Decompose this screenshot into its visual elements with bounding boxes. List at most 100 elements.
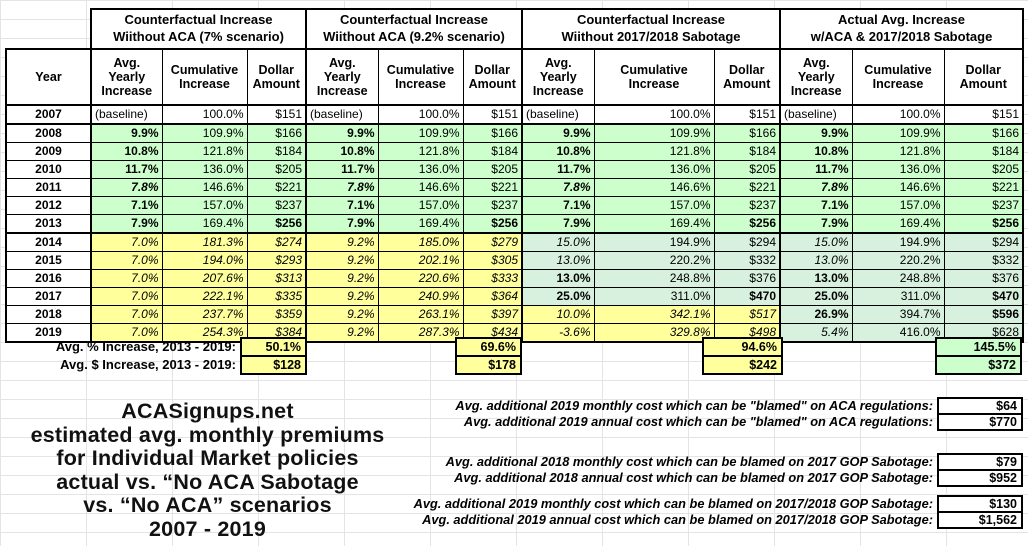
data-cell[interactable]: $184 — [943, 142, 1024, 161]
data-cell[interactable]: 136.0% — [377, 160, 464, 179]
data-cell[interactable]: $166 — [943, 123, 1024, 143]
data-cell[interactable]: $294 — [713, 232, 781, 252]
data-cell[interactable]: $166 — [713, 123, 781, 143]
summary-value-box[interactable]: 94.6% — [702, 337, 783, 357]
data-cell[interactable]: 146.6% — [593, 178, 715, 197]
data-cell[interactable]: 11.7% — [90, 160, 163, 179]
data-cell[interactable]: 7.9% — [779, 214, 853, 234]
data-cell[interactable]: 13.0% — [779, 269, 853, 288]
data-cell[interactable]: 121.8% — [593, 142, 715, 161]
data-cell[interactable]: $151 — [246, 104, 307, 125]
data-cell[interactable]: $184 — [713, 142, 781, 161]
data-cell[interactable]: (baseline) — [779, 104, 853, 125]
data-cell[interactable]: 220.6% — [377, 269, 464, 288]
data-cell[interactable]: 121.8% — [851, 142, 945, 161]
data-cell[interactable]: 100.0% — [593, 104, 715, 125]
data-cell[interactable]: $305 — [462, 251, 523, 270]
data-cell[interactable]: (baseline) — [305, 104, 379, 125]
data-cell[interactable]: 7.0% — [90, 269, 163, 288]
year-cell[interactable]: 2019 — [5, 323, 92, 343]
year-cell[interactable]: 2008 — [5, 123, 92, 143]
data-cell[interactable]: 394.7% — [851, 305, 945, 324]
data-cell[interactable]: $359 — [246, 305, 307, 324]
data-cell[interactable]: 121.8% — [377, 142, 464, 161]
data-cell[interactable]: $470 — [943, 287, 1024, 306]
data-cell[interactable]: 7.0% — [90, 232, 163, 252]
annotation-value-box[interactable]: $770 — [937, 412, 1023, 431]
data-cell[interactable]: $151 — [943, 104, 1024, 125]
data-cell[interactable]: (baseline) — [90, 104, 163, 125]
data-cell[interactable]: 7.0% — [90, 251, 163, 270]
data-cell[interactable]: 7.8% — [90, 178, 163, 197]
data-cell[interactable]: (baseline) — [521, 104, 595, 125]
data-cell[interactable]: $333 — [462, 269, 523, 288]
group-header-no-sabotage[interactable]: Counterfactual Increase Wiithout 2017/20… — [521, 8, 781, 50]
annotation-value-box[interactable]: $1,562 — [937, 510, 1023, 529]
data-cell[interactable]: 181.3% — [161, 232, 248, 252]
group-header-actual[interactable]: Actual Avg. Increase w/ACA & 2017/2018 S… — [779, 8, 1024, 50]
data-cell[interactable]: $151 — [713, 104, 781, 125]
data-cell[interactable]: 11.7% — [779, 160, 853, 179]
data-cell[interactable]: 9.9% — [779, 123, 853, 143]
data-cell[interactable]: $376 — [943, 269, 1024, 288]
data-cell[interactable]: 7.1% — [90, 196, 163, 215]
data-cell[interactable]: $279 — [462, 232, 523, 252]
data-cell[interactable]: $397 — [462, 305, 523, 324]
data-cell[interactable]: $256 — [943, 214, 1024, 234]
data-cell[interactable]: 13.0% — [521, 251, 595, 270]
data-cell[interactable]: 146.6% — [377, 178, 464, 197]
data-cell[interactable]: 9.9% — [90, 123, 163, 143]
data-cell[interactable]: $256 — [462, 214, 523, 234]
data-cell[interactable]: 329.8% — [593, 323, 715, 343]
summary-value-box[interactable]: $128 — [240, 355, 307, 375]
data-cell[interactable]: 287.3% — [377, 323, 464, 343]
data-cell[interactable]: 13.0% — [779, 251, 853, 270]
data-cell[interactable]: 7.9% — [90, 214, 163, 234]
data-cell[interactable]: 11.7% — [521, 160, 595, 179]
data-cell[interactable]: $294 — [943, 232, 1024, 252]
data-cell[interactable]: 9.2% — [305, 251, 379, 270]
data-cell[interactable]: 15.0% — [779, 232, 853, 252]
data-cell[interactable]: 9.9% — [305, 123, 379, 143]
summary-value-box[interactable]: 145.5% — [935, 337, 1022, 357]
data-cell[interactable]: 25.0% — [521, 287, 595, 306]
data-cell[interactable]: 109.9% — [161, 123, 248, 143]
data-cell[interactable]: 9.9% — [521, 123, 595, 143]
data-cell[interactable]: 7.9% — [521, 214, 595, 234]
data-cell[interactable]: 7.1% — [305, 196, 379, 215]
data-cell[interactable]: $237 — [246, 196, 307, 215]
data-cell[interactable]: 26.9% — [779, 305, 853, 324]
data-cell[interactable]: 146.6% — [161, 178, 248, 197]
data-cell[interactable]: 9.2% — [305, 323, 379, 343]
data-cell[interactable]: 10.8% — [305, 142, 379, 161]
summary-value-box[interactable]: $242 — [702, 355, 783, 375]
year-column-header[interactable]: Year — [5, 48, 92, 106]
year-cell[interactable]: 2018 — [5, 305, 92, 324]
summary-value-box[interactable]: 69.6% — [455, 337, 522, 357]
data-cell[interactable]: 311.0% — [593, 287, 715, 306]
data-cell[interactable]: $184 — [462, 142, 523, 161]
data-cell[interactable]: 10.0% — [521, 305, 595, 324]
data-cell[interactable]: 237.7% — [161, 305, 248, 324]
data-cell[interactable]: 416.0% — [851, 323, 945, 343]
data-cell[interactable]: 9.2% — [305, 232, 379, 252]
data-cell[interactable]: $205 — [246, 160, 307, 179]
data-cell[interactable]: $256 — [246, 214, 307, 234]
data-cell[interactable]: 100.0% — [377, 104, 464, 125]
data-cell[interactable]: 202.1% — [377, 251, 464, 270]
col-header-cumulative[interactable]: Cumulative Increase — [377, 48, 464, 106]
year-cell[interactable]: 2014 — [5, 232, 92, 252]
data-cell[interactable]: 7.1% — [779, 196, 853, 215]
data-cell[interactable]: 109.9% — [593, 123, 715, 143]
data-cell[interactable]: $274 — [246, 232, 307, 252]
data-cell[interactable]: $237 — [943, 196, 1024, 215]
data-cell[interactable]: $596 — [943, 305, 1024, 324]
data-cell[interactable]: 311.0% — [851, 287, 945, 306]
data-cell[interactable]: $166 — [246, 123, 307, 143]
summary-value-box[interactable]: $178 — [455, 355, 522, 375]
data-cell[interactable]: $184 — [246, 142, 307, 161]
data-cell[interactable]: $166 — [462, 123, 523, 143]
data-cell[interactable]: 7.1% — [521, 196, 595, 215]
data-cell[interactable]: 109.9% — [851, 123, 945, 143]
data-cell[interactable]: 121.8% — [161, 142, 248, 161]
